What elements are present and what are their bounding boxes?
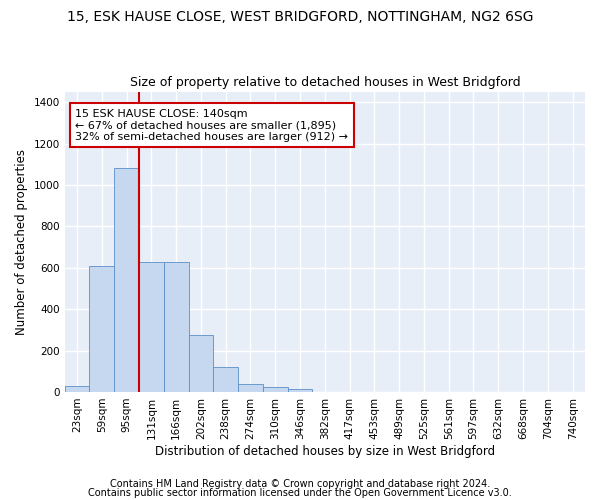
Bar [65,386,89,392]
Text: 15, ESK HAUSE CLOSE, WEST BRIDGFORD, NOTTINGHAM, NG2 6SG: 15, ESK HAUSE CLOSE, WEST BRIDGFORD, NOT… [67,10,533,24]
Bar [263,388,287,392]
Bar [164,262,188,392]
Bar [238,384,263,392]
Text: 15 ESK HAUSE CLOSE: 140sqm
← 67% of detached houses are smaller (1,895)
32% of s: 15 ESK HAUSE CLOSE: 140sqm ← 67% of deta… [75,108,348,142]
Bar [188,335,214,392]
Bar [114,168,139,392]
Text: Contains HM Land Registry data © Crown copyright and database right 2024.: Contains HM Land Registry data © Crown c… [110,479,490,489]
Title: Size of property relative to detached houses in West Bridgford: Size of property relative to detached ho… [130,76,520,90]
Bar [89,266,114,392]
Bar [214,367,238,392]
Y-axis label: Number of detached properties: Number of detached properties [15,149,28,335]
Bar [139,262,164,392]
Text: Contains public sector information licensed under the Open Government Licence v3: Contains public sector information licen… [88,488,512,498]
Bar [287,389,313,392]
X-axis label: Distribution of detached houses by size in West Bridgford: Distribution of detached houses by size … [155,444,495,458]
